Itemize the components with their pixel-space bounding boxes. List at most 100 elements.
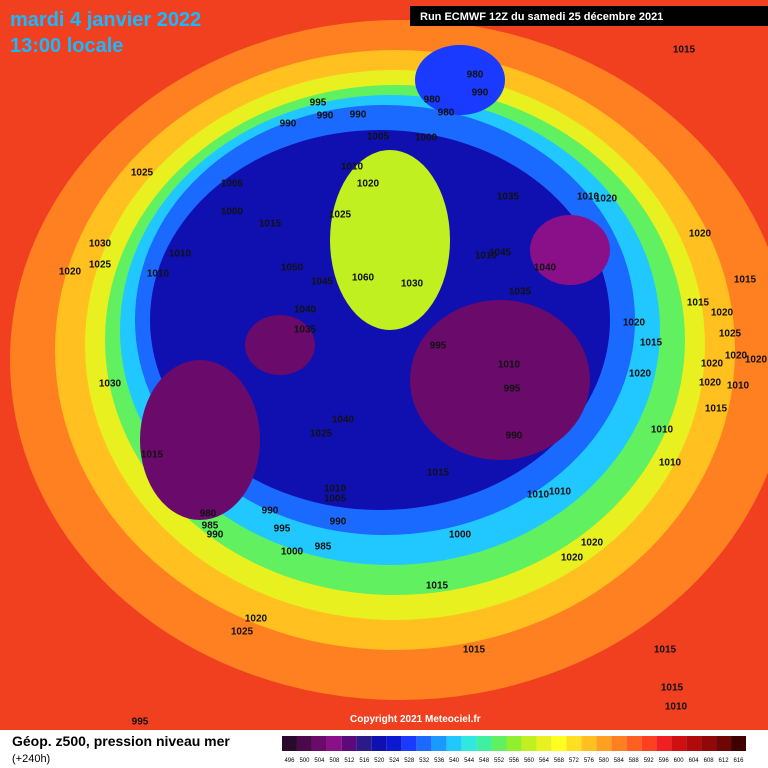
legend-title: Géop. z500, pression niveau mer — [12, 733, 230, 749]
colorbar-cell — [371, 736, 387, 751]
date: mardi 4 janvier 2022 — [10, 9, 201, 31]
colorbar-cell — [476, 736, 492, 751]
run-banner — [410, 6, 768, 26]
isobar-label: 980 — [424, 95, 441, 106]
isobar-label: 1020 — [629, 369, 652, 380]
isobar-label: 1010 — [549, 487, 572, 498]
isobar-label: 1010 — [341, 162, 364, 173]
colorbar-cell — [461, 736, 477, 751]
isobar-label: 1020 — [701, 359, 724, 370]
colorbar-label: 520 — [374, 758, 385, 764]
isobar-label: 1020 — [59, 267, 82, 278]
isobar-label: 1030 — [89, 239, 112, 250]
isobar-label: 1015 — [463, 645, 486, 656]
colorbar-label: 508 — [329, 758, 340, 764]
isobar-label: 990 — [506, 431, 523, 442]
isobar-label: 1020 — [689, 229, 712, 240]
isobar-label: 1010 — [324, 484, 347, 495]
isobar-label: 995 — [310, 98, 327, 109]
colorbar-label: 604 — [689, 758, 700, 764]
colorbar-cell — [282, 736, 297, 751]
isobar-label: 1010 — [147, 269, 170, 280]
isobar-label: 980 — [467, 70, 484, 81]
isobar-label: 1010 — [475, 251, 498, 262]
isobar-label: 1030 — [99, 379, 122, 390]
colorbar-cell — [386, 736, 402, 751]
isobar-label: 1015 — [654, 645, 677, 656]
isobar-label: 1010 — [651, 425, 674, 436]
colorbar-label: 548 — [479, 758, 490, 764]
colorbar-label: 608 — [704, 758, 715, 764]
isobar-label: 1010 — [169, 249, 192, 260]
isobar-label: 1010 — [527, 490, 550, 501]
colorbar-label: 600 — [674, 758, 685, 764]
isobar-label: 1010 — [665, 702, 688, 713]
run-info: Run ECMWF 12Z du samedi 25 décembre 2021 — [420, 11, 663, 23]
isobar-label: 1020 — [357, 179, 380, 190]
isobar-label: 990 — [280, 119, 297, 130]
isobar-label: 1050 — [281, 263, 304, 274]
colorbar-cell — [686, 736, 702, 751]
isobar-label: 1010 — [498, 360, 521, 371]
colorbar-cell — [596, 736, 612, 751]
isobar-label: 1030 — [401, 279, 424, 290]
isobar-label: 1020 — [561, 553, 584, 564]
isobar-label: 985 — [315, 542, 332, 553]
isobar-label: 990 — [262, 506, 279, 517]
isobar-label: 1040 — [294, 305, 317, 316]
colorbar-cell — [656, 736, 672, 751]
isobar-label: 985 — [202, 521, 219, 532]
isobar-label: 990 — [317, 111, 334, 122]
isobar-label: 1010 — [577, 192, 600, 203]
isobar-label: 1045 — [311, 277, 334, 288]
colorbar-cell — [536, 736, 552, 751]
colorbar-cell — [341, 736, 357, 751]
colorbar-label: 580 — [599, 758, 610, 764]
isobar-label: 1015 — [640, 338, 663, 349]
isobar-label: 1025 — [131, 168, 154, 179]
colorbar-label: 560 — [524, 758, 535, 764]
isobar-label: 1000 — [281, 547, 304, 558]
isobar-label: 1040 — [534, 263, 557, 274]
isobar-label: 1005 — [367, 132, 390, 143]
colorbar-cell — [356, 736, 372, 751]
colorbar-label: 536 — [434, 758, 445, 764]
isobar-label: 1015 — [734, 275, 757, 286]
colorbar-label: 532 — [419, 758, 430, 764]
isobar-label: 1020 — [245, 614, 268, 625]
isobar-label: 1035 — [509, 287, 532, 298]
colorbar-label: 512 — [344, 758, 355, 764]
isobar-label: 1020 — [745, 355, 768, 366]
low-core — [140, 360, 260, 520]
colorbar-label: 552 — [494, 758, 505, 764]
isobar-label: 1005 — [221, 179, 244, 190]
isobar-label: 995 — [274, 524, 291, 535]
isobar-label: 1060 — [352, 273, 375, 284]
colorbar-cell — [491, 736, 507, 751]
isobar-label: 995 — [132, 717, 149, 728]
isobar-label: 1015 — [661, 683, 684, 694]
isobar-label: 1020 — [581, 538, 604, 549]
colorbar-label: 612 — [719, 758, 730, 764]
isobar-label: 1020 — [711, 308, 734, 319]
isobar-label: 995 — [504, 384, 521, 395]
colorbar-label: 596 — [659, 758, 670, 764]
isobar-label: 1000 — [221, 207, 244, 218]
isobar-label: 990 — [350, 110, 367, 121]
isobar-label: 1015 — [426, 581, 449, 592]
isobar-label: 1020 — [725, 351, 748, 362]
colorbar-label: 504 — [314, 758, 325, 764]
colorbar-cell — [401, 736, 417, 751]
isobar-label: 1015 — [705, 404, 728, 415]
trough — [415, 45, 505, 115]
colorbar-cell — [731, 736, 746, 751]
isobar-label: 990 — [472, 88, 489, 99]
colorbar-cell — [506, 736, 522, 751]
isobar-label: 1015 — [427, 468, 450, 479]
colorbar-label: 544 — [464, 758, 475, 764]
isobar-label: 1010 — [727, 381, 750, 392]
colorbar-cell — [416, 736, 432, 751]
isobar-label: 1010 — [659, 458, 682, 469]
colorbar-cell — [581, 736, 597, 751]
